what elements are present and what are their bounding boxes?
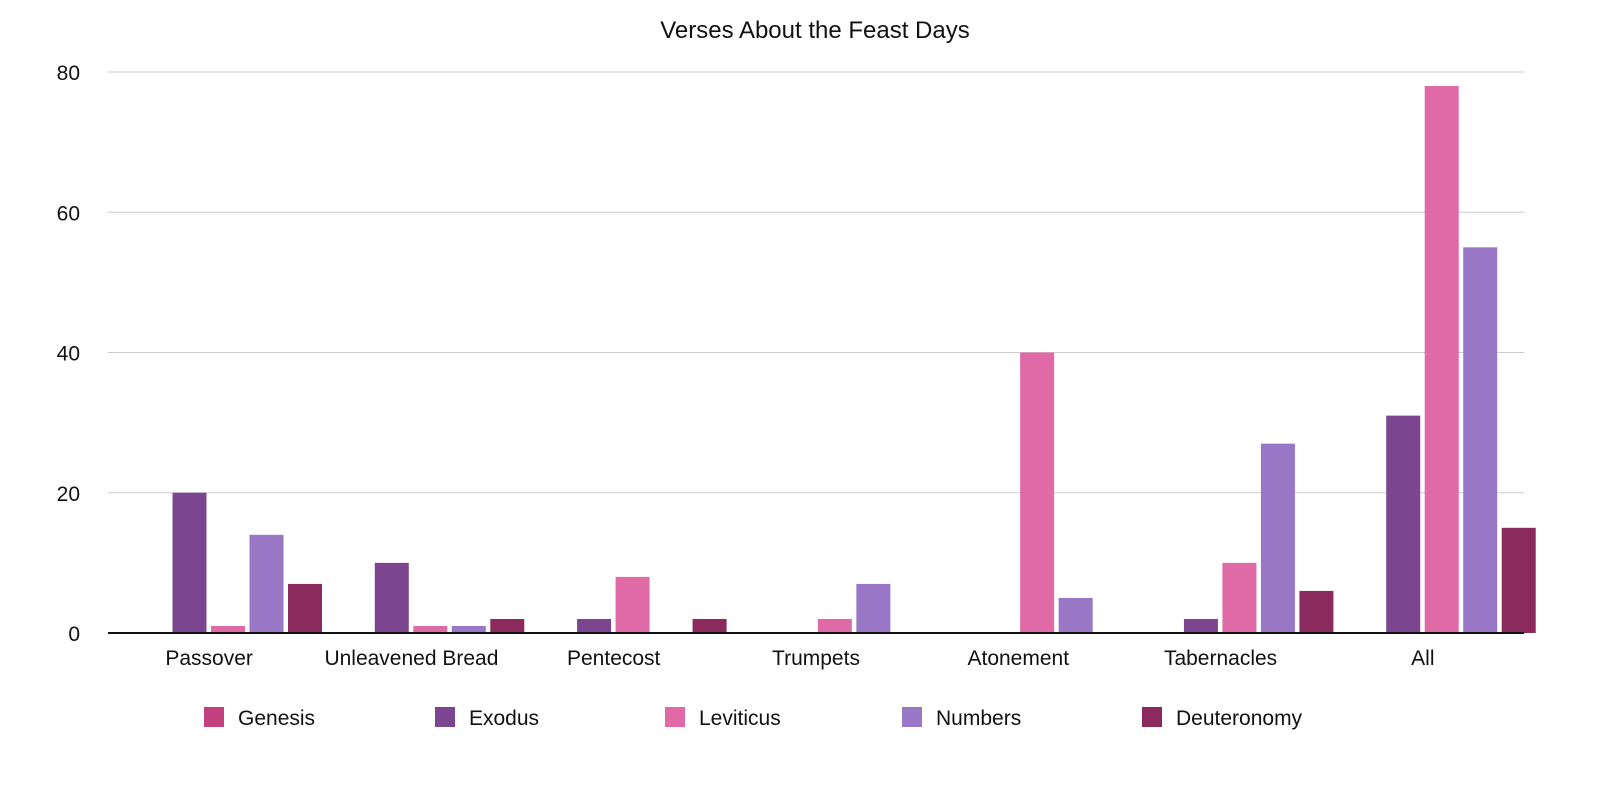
legend: Genesis Exodus Leviticus Numbers Deuteronomy — [204, 707, 1303, 730]
x-tick-label: Pentecost — [567, 647, 661, 670]
y-tick-label: 0 — [68, 623, 80, 646]
bar-numbers-trumpets — [856, 583, 891, 633]
y-tick-label: 20 — [57, 483, 80, 506]
x-axis-ticks: Passover Unleavened Bread Pentecost Trumpet… — [165, 647, 1434, 670]
x-tick-label: All — [1411, 647, 1434, 670]
y-axis-ticks: 0 20 40 60 80 — [57, 62, 80, 646]
bar-numbers-all — [1463, 247, 1498, 633]
y-tick-label: 40 — [57, 343, 80, 366]
gridlines — [108, 71, 1524, 494]
legend-label: Numbers — [936, 707, 1021, 730]
bar-exodus-unleavened-bread — [374, 562, 409, 633]
legend-swatch — [204, 707, 224, 727]
bar-exodus-tabernacles — [1183, 618, 1218, 633]
y-tick-label: 80 — [57, 62, 80, 85]
bar-deuteronomy-pentecost — [692, 618, 727, 633]
bar-leviticus-tabernacles — [1222, 562, 1257, 633]
legend-swatch — [665, 707, 685, 727]
legend-item-deuteronomy: Deuteronomy — [1142, 707, 1303, 730]
legend-label: Genesis — [238, 707, 315, 730]
bar-exodus-all — [1386, 415, 1421, 633]
bar-leviticus-all — [1424, 86, 1459, 633]
bar-deuteronomy-all — [1501, 527, 1536, 633]
bar-leviticus-atonement — [1020, 352, 1055, 633]
bar-exodus-pentecost — [577, 618, 612, 633]
bar-leviticus-passover — [211, 625, 245, 633]
bar-deuteronomy-tabernacles — [1299, 590, 1334, 633]
x-tick-label: Unleavened Bread — [324, 647, 498, 670]
bar-leviticus-pentecost — [615, 576, 650, 633]
bar-leviticus-trumpets — [817, 618, 852, 633]
legend-swatch — [902, 707, 922, 727]
x-tick-label: Trumpets — [772, 647, 860, 670]
bar-exodus-passover — [172, 492, 207, 633]
chart-title: Verses About the Feast Days — [660, 17, 970, 44]
x-tick-label: Tabernacles — [1164, 647, 1277, 670]
legend-swatch — [1142, 707, 1162, 727]
legend-item-genesis: Genesis — [204, 707, 315, 730]
legend-label: Exodus — [469, 707, 539, 730]
bar-numbers-atonement — [1058, 597, 1093, 633]
bar-numbers-passover — [249, 534, 284, 633]
y-tick-label: 60 — [57, 202, 80, 225]
x-tick-label: Passover — [165, 647, 253, 670]
bar-numbers-unleavened-bread — [451, 625, 486, 633]
legend-label: Leviticus — [699, 707, 781, 730]
bar-deuteronomy-unleavened-bread — [490, 618, 525, 633]
bar-deuteronomy-passover — [288, 583, 322, 633]
legend-item-numbers: Numbers — [902, 707, 1021, 730]
legend-item-leviticus: Leviticus — [665, 707, 781, 730]
legend-swatch — [435, 707, 455, 727]
legend-item-exodus: Exodus — [435, 707, 539, 730]
bar-numbers-tabernacles — [1260, 443, 1295, 633]
x-tick-label: Atonement — [967, 647, 1069, 670]
bars — [172, 86, 1536, 633]
bar-leviticus-unleavened-bread — [413, 625, 448, 633]
legend-label: Deuteronomy — [1176, 707, 1303, 730]
